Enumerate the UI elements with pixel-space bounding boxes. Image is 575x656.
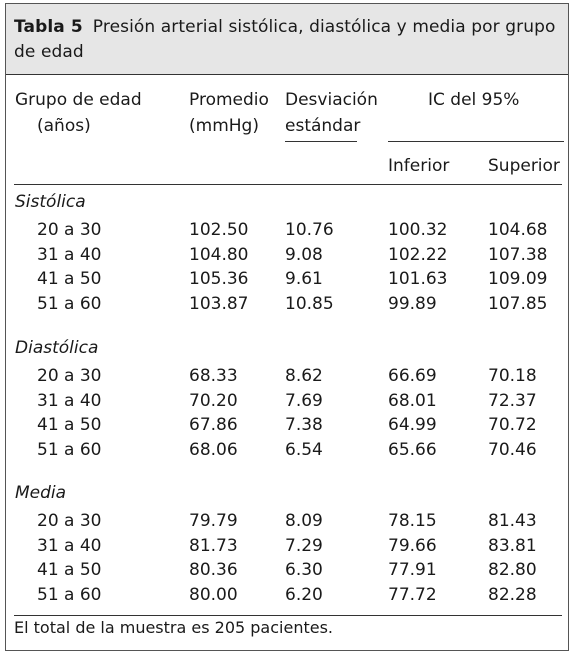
cell-lower: 65.66 [388,440,437,460]
section-title: Sistólica [15,192,86,212]
table-row: 41 a 50 80.36 6.30 77.91 82.80 [6,557,568,583]
cell-mean: 103.87 [189,294,249,314]
cell-lower: 78.15 [388,511,437,531]
cell-sd: 7.29 [285,536,323,556]
cell-mean: 80.36 [189,560,238,580]
cell-group: 20 a 30 [37,366,102,386]
table-row: 51 a 60 68.06 6.54 65.66 70.46 [6,437,568,463]
section-title: Diastólica [15,338,99,358]
cell-mean: 104.80 [189,245,249,265]
table-row: 41 a 50 105.36 9.61 101.63 109.09 [6,266,568,292]
cell-group: 31 a 40 [37,536,102,556]
header-upper: Superior [488,156,560,176]
cell-lower: 102.22 [388,245,448,265]
cell-group: 41 a 50 [37,560,102,580]
section-row: Diastólica [6,335,568,361]
cell-sd: 10.76 [285,220,334,240]
cell-group: 51 a 60 [37,585,102,605]
table-row: 31 a 40 104.80 9.08 102.22 107.38 [6,242,568,268]
table-row: 51 a 60 80.00 6.20 77.72 82.28 [6,582,568,608]
cell-group: 51 a 60 [37,294,102,314]
cell-lower: 77.72 [388,585,437,605]
header-group: Grupo de edad [15,90,142,110]
cell-lower: 100.32 [388,220,448,240]
section-row: Media [6,480,568,506]
cell-lower: 101.63 [388,269,448,289]
cell-sd: 6.30 [285,560,323,580]
cell-sd: 9.61 [285,269,323,289]
cell-upper: 70.18 [488,366,537,386]
cell-mean: 105.36 [189,269,249,289]
table-header: Grupo de edad (años) Promedio (mmHg) Des… [6,76,568,186]
cell-upper: 104.68 [488,220,548,240]
cell-sd: 10.85 [285,294,334,314]
cell-sd: 8.62 [285,366,323,386]
cell-lower: 79.66 [388,536,437,556]
cell-group: 20 a 30 [37,511,102,531]
data-table: Tabla 5 Presión arterial sistólica, diast… [5,3,569,651]
footer-divider [14,615,562,616]
table-caption: Tabla 5 Presión arterial sistólica, diast… [6,4,568,75]
cell-mean: 81.73 [189,536,238,556]
cell-upper: 82.80 [488,560,537,580]
cell-sd: 7.38 [285,415,323,435]
cell-lower: 99.89 [388,294,437,314]
table-footnote: El total de la muestra es 205 pacientes. [14,618,333,637]
cell-upper: 82.28 [488,585,537,605]
cell-mean: 70.20 [189,391,238,411]
table-row: 20 a 30 79.79 8.09 78.15 81.43 [6,508,568,534]
cell-group: 51 a 60 [37,440,102,460]
section-row: Sistólica [6,189,568,215]
cell-upper: 107.38 [488,245,548,265]
cell-upper: 72.37 [488,391,537,411]
header-sd: Desviación [285,90,378,110]
divider-ci [388,141,564,142]
cell-mean: 102.50 [189,220,249,240]
cell-sd: 9.08 [285,245,323,265]
header-ci: IC del 95% [428,90,520,110]
cell-lower: 66.69 [388,366,437,386]
cell-group: 31 a 40 [37,391,102,411]
table-row: 41 a 50 67.86 7.38 64.99 70.72 [6,412,568,438]
cell-group: 20 a 30 [37,220,102,240]
cell-sd: 8.09 [285,511,323,531]
cell-mean: 80.00 [189,585,238,605]
header-divider [14,184,562,185]
cell-group: 31 a 40 [37,245,102,265]
cell-upper: 83.81 [488,536,537,556]
table-row: 31 a 40 81.73 7.29 79.66 83.81 [6,533,568,559]
cell-lower: 68.01 [388,391,437,411]
header-mean-unit: (mmHg) [189,116,259,136]
table-row: 31 a 40 70.20 7.69 68.01 72.37 [6,388,568,414]
header-group-unit: (años) [37,116,91,136]
cell-upper: 70.72 [488,415,537,435]
cell-mean: 68.33 [189,366,238,386]
header-lower: Inferior [388,156,450,176]
cell-mean: 67.86 [189,415,238,435]
cell-group: 41 a 50 [37,415,102,435]
cell-mean: 68.06 [189,440,238,460]
cell-mean: 79.79 [189,511,238,531]
cell-group: 41 a 50 [37,269,102,289]
cell-upper: 107.85 [488,294,548,314]
cell-upper: 81.43 [488,511,537,531]
cell-lower: 64.99 [388,415,437,435]
table-title: Presión arterial sistólica, diastólica y… [14,17,556,62]
cell-upper: 70.46 [488,440,537,460]
divider-sd [285,141,357,142]
cell-sd: 7.69 [285,391,323,411]
header-mean: Promedio [189,90,269,110]
cell-sd: 6.20 [285,585,323,605]
cell-sd: 6.54 [285,440,323,460]
table-row: 20 a 30 68.33 8.62 66.69 70.18 [6,363,568,389]
table-row: 51 a 60 103.87 10.85 99.89 107.85 [6,291,568,317]
table-row: 20 a 30 102.50 10.76 100.32 104.68 [6,217,568,243]
cell-upper: 109.09 [488,269,548,289]
table-number: Tabla 5 [14,17,83,37]
header-sd-2: estándar [285,116,361,136]
section-title: Media [15,483,67,503]
cell-lower: 77.91 [388,560,437,580]
